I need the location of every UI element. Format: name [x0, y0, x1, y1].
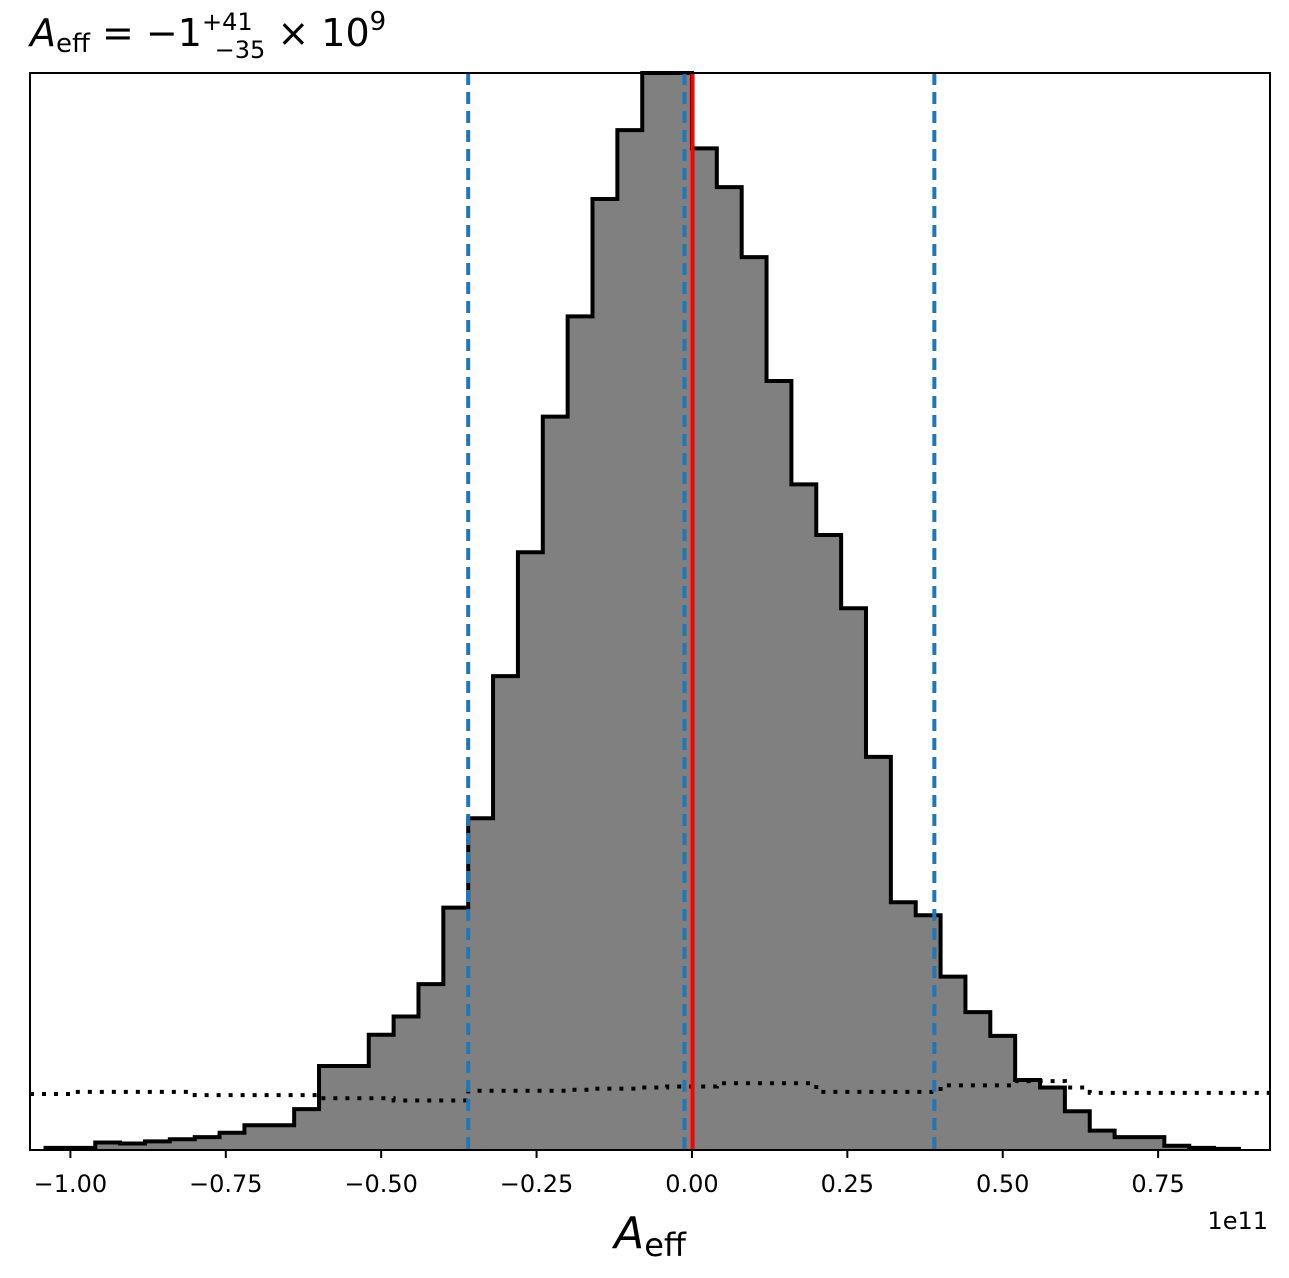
histogram-bar	[691, 148, 718, 1150]
histogram-bar	[493, 676, 519, 1150]
histogram-bar	[667, 73, 693, 1150]
x-axis-offset-label: 1e11	[1207, 1207, 1268, 1235]
x-tick-label: 0.00	[665, 1170, 718, 1198]
histogram-bar	[1015, 1079, 1041, 1150]
title-subscript: eff	[56, 29, 91, 59]
plot-area	[30, 71, 1270, 1151]
histogram-bar	[95, 1142, 121, 1150]
histogram-bar	[244, 1125, 270, 1150]
histogram-bar	[393, 1016, 420, 1150]
histogram-bar	[1040, 1087, 1066, 1150]
x-tick-label: −0.50	[344, 1170, 418, 1198]
x-tick-label: 0.75	[1131, 1170, 1184, 1198]
histogram-bar	[766, 381, 793, 1151]
x-tick-label: −0.25	[500, 1170, 574, 1198]
histogram-bar	[169, 1139, 196, 1150]
x-tick-label: −1.00	[34, 1170, 108, 1198]
histogram-bar	[816, 535, 842, 1150]
histogram-bar	[990, 1035, 1016, 1150]
histogram-bar	[567, 316, 594, 1151]
histogram-bar	[940, 976, 967, 1150]
histogram-bar	[294, 1109, 320, 1150]
histogram-bar	[542, 416, 569, 1150]
histogram-bar	[1139, 1137, 1165, 1150]
xlabel-symbol: A	[611, 1208, 644, 1259]
histogram-bar	[194, 1137, 221, 1150]
x-tick-label: 0.25	[821, 1170, 874, 1198]
histogram-bar	[269, 1125, 295, 1150]
histogram-bar	[443, 907, 469, 1150]
histogram-bar	[343, 1065, 370, 1150]
histogram-bar	[915, 915, 942, 1150]
histogram-bar	[1064, 1111, 1091, 1150]
histogram-bar	[791, 484, 817, 1150]
histogram-bar	[468, 818, 494, 1150]
plot-frame	[29, 72, 1271, 1151]
histogram-bar	[841, 608, 867, 1150]
histogram-bar	[1089, 1130, 1116, 1150]
title-value: −1	[146, 11, 202, 55]
title-equals: =	[90, 11, 146, 55]
histogram-bar	[517, 552, 544, 1150]
histogram-bar	[368, 1034, 395, 1150]
histogram-bar	[890, 902, 917, 1150]
x-tick-label: 0.50	[976, 1170, 1029, 1198]
title-symbol: A	[27, 11, 56, 55]
xlabel-subscript: eff	[644, 1226, 687, 1264]
histogram-bar	[741, 257, 768, 1150]
histogram-bar	[617, 130, 643, 1150]
histogram-bar	[1164, 1145, 1190, 1150]
title-lower-error: −35	[215, 36, 266, 64]
histogram-bar	[592, 199, 618, 1150]
x-axis: −1.00 −0.75 −0.50 −0.25 0.00 0.25 0.50 0.75	[34, 1150, 1185, 1198]
histogram-bar	[418, 984, 444, 1150]
histogram-bar	[319, 1065, 345, 1150]
histogram-bar	[1114, 1137, 1141, 1150]
histogram-bar	[642, 73, 668, 1150]
histogram-bar	[965, 1012, 991, 1150]
histogram-bar	[144, 1141, 171, 1150]
histogram-bar	[865, 756, 892, 1150]
title-times: × 10	[265, 11, 369, 55]
title-upper-error: +41	[202, 8, 253, 36]
x-tick-label: −0.75	[189, 1170, 263, 1198]
chart-title: Aeff = −1+41 −35 × 109	[27, 7, 386, 64]
x-axis-label: Aeff	[611, 1208, 687, 1264]
histogram-bar	[219, 1132, 246, 1150]
title-exponent: 9	[370, 7, 387, 37]
histogram-bar	[120, 1143, 146, 1150]
histogram-bar	[716, 187, 743, 1151]
